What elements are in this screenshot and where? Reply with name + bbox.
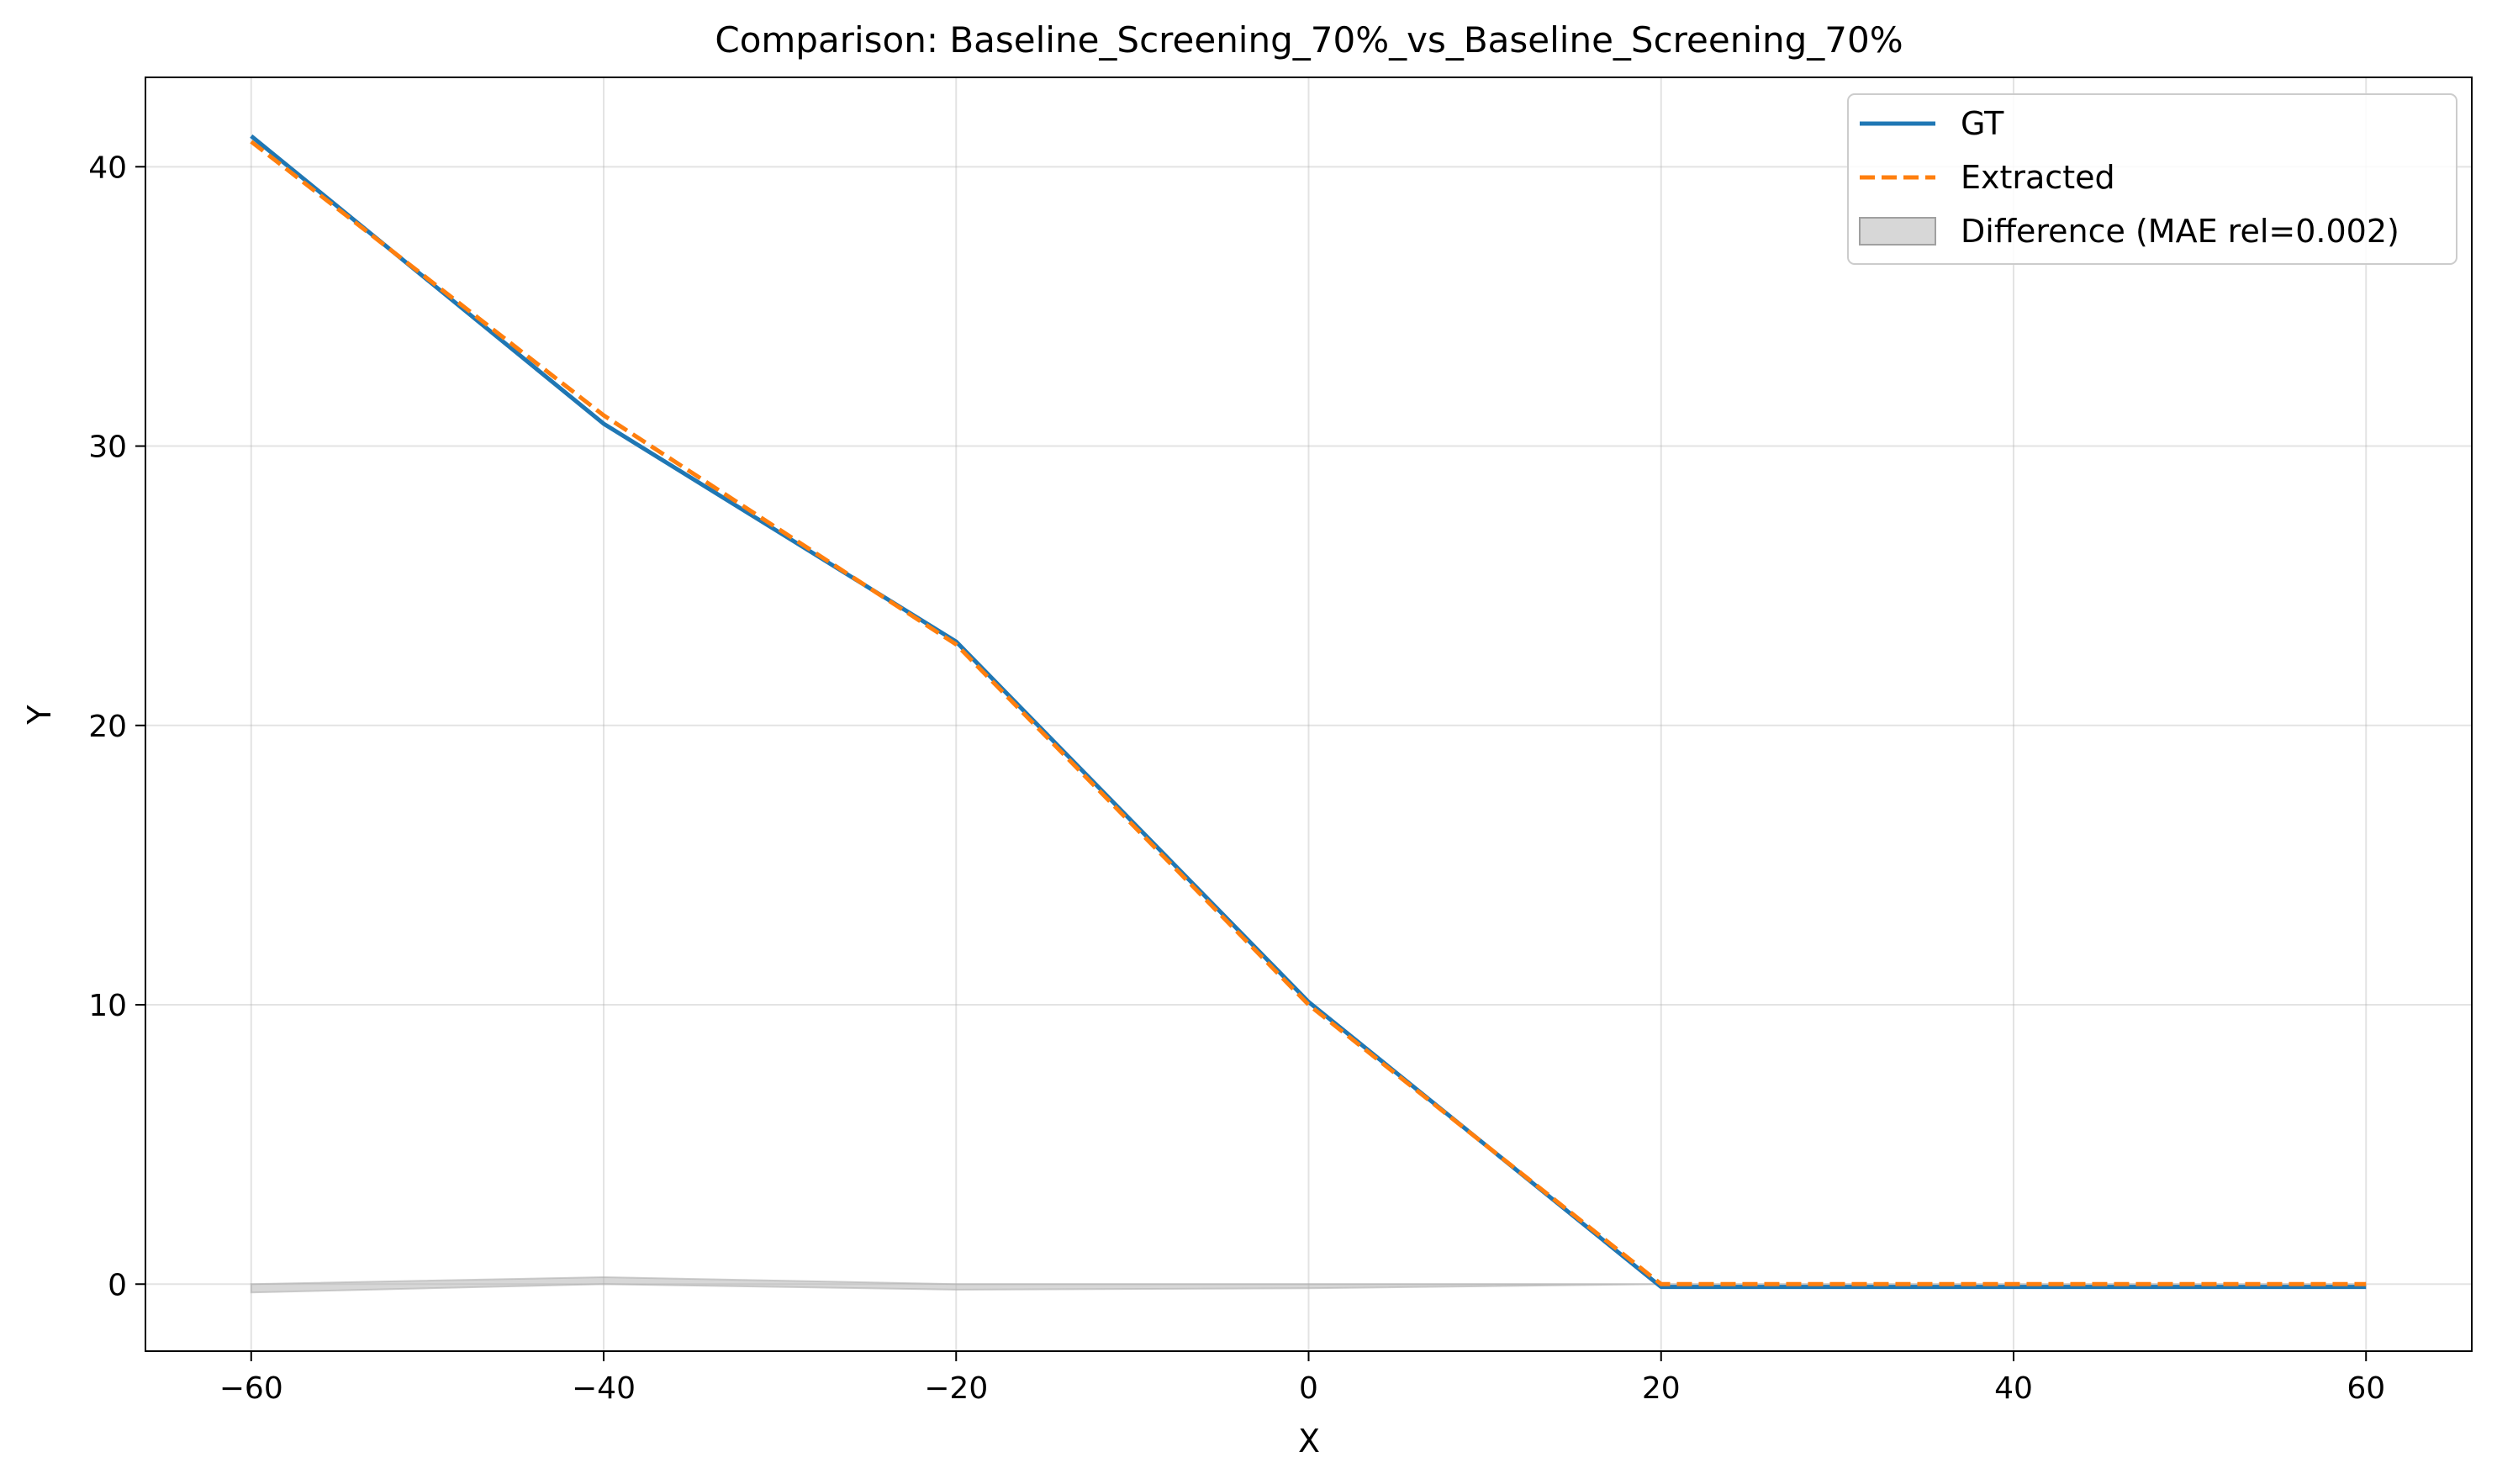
y-tick-label: 30: [88, 430, 127, 465]
axis-ticks: −60 −40 −20 0 20 40 60 0 10 20 30 40: [88, 151, 2385, 1406]
y-tick-label: 0: [108, 1268, 127, 1302]
x-axis-label: X: [1298, 1423, 1320, 1460]
legend-box: [1847, 93, 2457, 265]
chart-title: Comparison: Baseline_Screening_70%_vs_Ba…: [715, 19, 1903, 61]
x-tick-label: −60: [219, 1371, 283, 1406]
legend-gt-label: GT: [1961, 105, 2004, 142]
x-tick-label: 20: [1642, 1371, 1681, 1406]
series-lines: [250, 134, 2367, 1290]
y-tick-label: 20: [88, 710, 127, 744]
legend: GT Extracted Difference (MAE rel=0.002): [1847, 93, 2457, 265]
x-tick-label: −20: [924, 1371, 988, 1406]
legend-difference-swatch: [1859, 217, 1936, 246]
x-tick-label: −40: [572, 1371, 636, 1406]
legend-difference-label: Difference (MAE rel=0.002): [1961, 213, 2399, 250]
legend-extracted-label: Extracted: [1961, 159, 2115, 196]
series-line-extracted: [250, 140, 2367, 1286]
x-tick-label: 40: [1994, 1371, 2033, 1406]
x-tick-label: 60: [2347, 1371, 2385, 1406]
y-axis-label: Y: [21, 705, 58, 726]
y-tick-label: 40: [88, 151, 127, 185]
y-tick-label: 10: [88, 989, 127, 1023]
x-tick-label: 0: [1299, 1371, 1318, 1406]
